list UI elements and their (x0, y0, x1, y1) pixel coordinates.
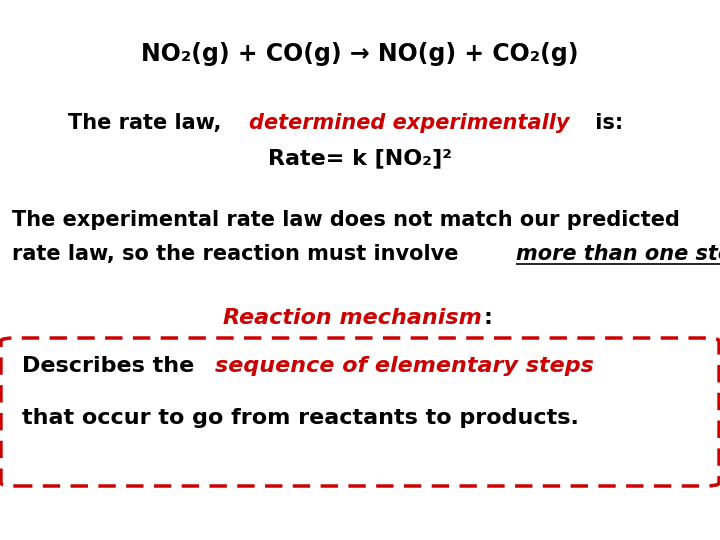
Text: NO₂(g) + CO(g) → NO(g) + CO₂(g): NO₂(g) + CO(g) → NO(g) + CO₂(g) (141, 42, 579, 66)
FancyBboxPatch shape (1, 338, 719, 486)
Text: Rate= k [NO₂]²: Rate= k [NO₂]² (268, 148, 452, 168)
Text: Describes the: Describes the (22, 356, 202, 376)
Text: The rate law,: The rate law, (68, 113, 229, 133)
Text: rate law, so the reaction must involve: rate law, so the reaction must involve (12, 244, 466, 264)
Text: :: : (483, 308, 492, 328)
Text: The experimental rate law does not match our predicted: The experimental rate law does not match… (12, 210, 680, 230)
Text: determined experimentally: determined experimentally (249, 113, 570, 133)
Text: is:: is: (588, 113, 623, 133)
Text: sequence of elementary steps: sequence of elementary steps (215, 356, 594, 376)
Text: that occur to go from reactants to products.: that occur to go from reactants to produ… (22, 408, 579, 428)
Text: more than one step: more than one step (516, 244, 720, 264)
Text: Reaction mechanism: Reaction mechanism (223, 308, 482, 328)
